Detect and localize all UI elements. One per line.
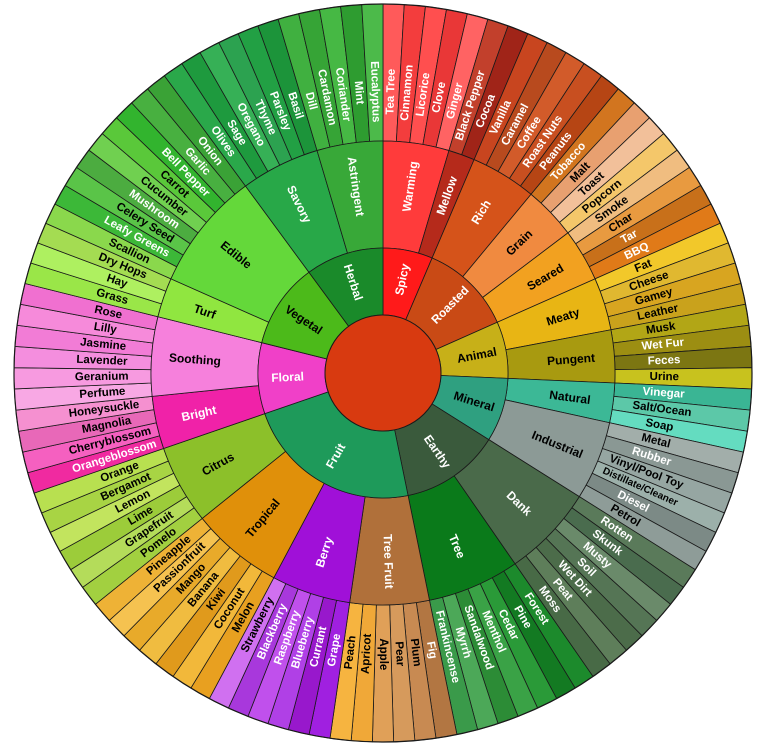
item-label-geranium: Geranium: [75, 371, 129, 384]
item-label-apple: Apple: [377, 638, 389, 670]
item-label-urine: Urine: [650, 371, 680, 383]
item-label-cinnamon: Cinnamon: [399, 64, 416, 121]
item-label-pear: Pear: [392, 641, 405, 667]
item-label-lavender: Lavender: [76, 354, 128, 368]
item-label-soap: Soap: [644, 417, 674, 434]
item-label-mint: Mint: [352, 80, 366, 105]
item-label-grape: Grape: [326, 633, 344, 668]
item-label-dill: Dill: [303, 91, 319, 111]
category-label-floral: Floral: [271, 369, 304, 384]
subcategory-label-tree-fruit: Tree Fruit: [381, 534, 397, 589]
item-label-perfume: Perfume: [79, 386, 126, 401]
item-label-jasmine: Jasmine: [80, 336, 127, 353]
item-label-wet-fur: Wet Fur: [641, 337, 685, 353]
subcategory-label-soothing: Soothing: [169, 351, 222, 369]
wheel-outer-ring: [13, 3, 753, 743]
item-label-feces: Feces: [648, 354, 681, 367]
item-label-lilly: Lilly: [93, 321, 118, 337]
item-label-peach: Peach: [343, 635, 359, 670]
item-label-vinegar: Vinegar: [642, 386, 685, 401]
subcategory-label-natural: Natural: [549, 388, 592, 407]
category-label-spicy: Spicy: [392, 262, 412, 296]
item-label-tea-tree: Tea Tree: [384, 69, 397, 115]
subcategory-label-pungent: Pungent: [547, 351, 596, 368]
wheel-center: [324, 314, 442, 432]
item-label-rose: Rose: [93, 304, 123, 322]
item-label-apricot: Apricot: [360, 633, 374, 674]
item-label-eucalyptus: Eucalyptus: [368, 61, 382, 123]
item-label-plum: Plum: [408, 638, 423, 667]
item-label-fig: Fig: [424, 641, 439, 660]
item-label-musk: Musk: [645, 320, 677, 337]
